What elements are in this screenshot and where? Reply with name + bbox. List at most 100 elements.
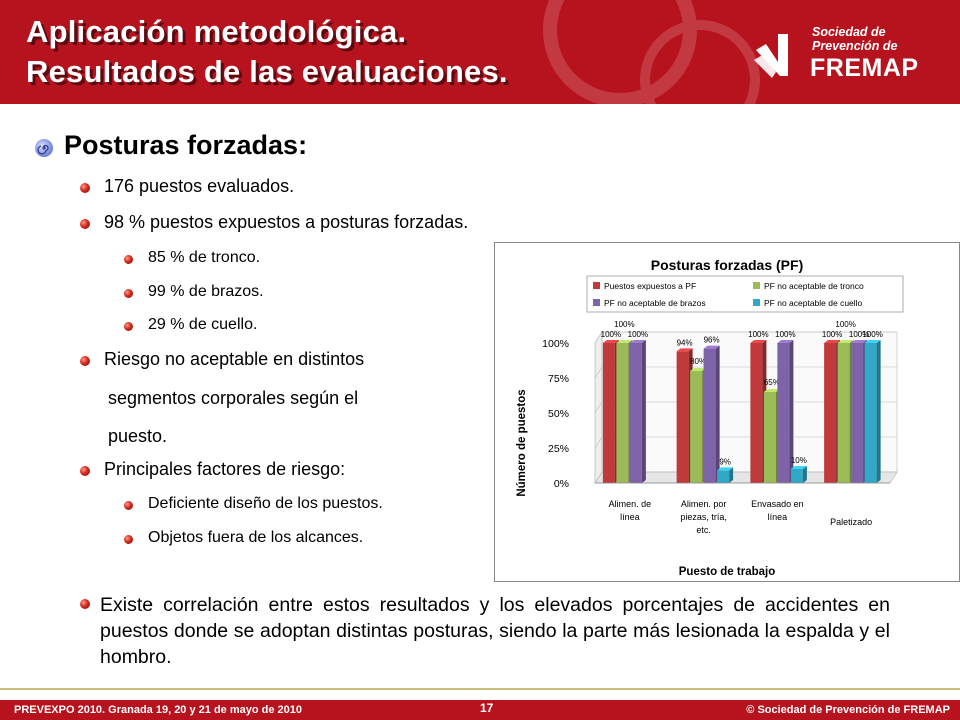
x-axis-title: Puesto de trabajo [679, 566, 776, 578]
factor-text: Objetos fuera de los alcances. [148, 529, 364, 546]
bar-top [602, 340, 619, 343]
bullet-icon [124, 535, 133, 544]
gridline [594, 436, 603, 449]
bar-top [837, 340, 854, 343]
bar-front [703, 348, 716, 483]
x-tick-label: piezas, tría, [680, 512, 727, 522]
bullet-icon [124, 289, 133, 298]
x-tick-label: Alimen. por [681, 499, 727, 509]
x-tick-label: Envasado en [751, 499, 804, 509]
bar-front [690, 371, 703, 483]
bullet-icon [124, 322, 133, 331]
bar-top [703, 345, 720, 349]
factors-heading: Principales factores de riesgo: [104, 459, 346, 479]
data-label: 100% [862, 330, 882, 339]
bullet-icon [80, 356, 90, 366]
bar-side [729, 467, 734, 483]
slide-title-line-1: Aplicación metodológica. [26, 14, 407, 49]
y-axis-title: Número de puestos [516, 389, 528, 496]
slide-title-line-2: Resultados de las evaluaciones. [26, 54, 508, 89]
posturas-chart: Posturas forzadas (PF) Puestos expuestos… [516, 257, 904, 578]
conclusion-paragraph: Existe correlación entre estos resultado… [100, 594, 890, 668]
bar-top [824, 340, 841, 343]
footer-divider [0, 688, 960, 690]
bar-top [750, 340, 767, 343]
subitem-text: 99 % de brazos. [148, 283, 264, 300]
x-tick-label: Alimen. de [609, 499, 652, 509]
y-tick-label: 50% [548, 408, 569, 420]
bullet-icon [80, 466, 90, 476]
bar [790, 466, 807, 483]
legend-label: Puestos expuestos a PF [604, 281, 696, 291]
data-label: 100% [628, 330, 648, 339]
data-label: 100% [849, 330, 869, 339]
fremap-check-icon [754, 34, 788, 78]
section-heading: Posturas forzadas: [64, 130, 308, 160]
bar-front [824, 343, 837, 483]
y-tick-label: 0% [554, 478, 569, 490]
bar-front [864, 343, 877, 483]
subitem-text: 85 % de tronco. [148, 249, 261, 266]
gridline [594, 366, 603, 379]
subitem-text: 29 % de cuello. [148, 316, 258, 333]
page-number: 17 [480, 701, 494, 715]
risk-text-line-2: segmentos corporales según el [108, 388, 359, 408]
header-background-pattern [543, 0, 760, 104]
gridline [594, 401, 603, 414]
factor-text: Deficiente diseño de los puestos. [148, 495, 383, 512]
bar-side [789, 340, 794, 483]
legend-swatch [753, 299, 760, 306]
bar-top [690, 368, 707, 371]
bar-front [777, 343, 790, 483]
bar-front [790, 469, 803, 483]
bar-front [750, 343, 763, 483]
bar-top [864, 340, 881, 343]
bar-front [616, 343, 629, 483]
bar-front [717, 470, 730, 483]
bullet-icon [80, 183, 90, 193]
bar-top [629, 340, 646, 343]
bullet-icon [124, 501, 133, 510]
bar [864, 340, 881, 483]
bar-top [717, 467, 734, 471]
chart-legend: Puestos expuestos a PF PF no aceptable de… [586, 275, 904, 313]
legend-swatch [593, 299, 600, 306]
item-text: 176 puestos evaluados. [104, 176, 295, 196]
bar-front [629, 343, 642, 483]
bullet-icon [124, 255, 133, 264]
bar-front [837, 343, 850, 483]
data-label: 65% [764, 378, 780, 387]
chart-title: Posturas forzadas (PF) [651, 257, 803, 273]
footer-copyright: © Sociedad de Prevención de FREMAP [746, 704, 950, 716]
chart-container: Posturas forzadas (PF) Puestos expuestos… [494, 242, 960, 582]
slide-footer: PREVEXPO 2010. Granada 19, 20 y 21 de ma… [0, 700, 960, 720]
gridline [594, 331, 603, 344]
legend-box [586, 275, 904, 313]
bar-top [616, 340, 633, 343]
y-tick-label: 75% [548, 373, 569, 385]
legend-label: PF no aceptable de cuello [764, 298, 863, 308]
data-label: 80% [690, 357, 706, 366]
logo-brand: FREMAP [810, 54, 919, 82]
bar-top [676, 348, 693, 352]
y-tick-label: 25% [548, 443, 569, 455]
bullet-icon [80, 599, 90, 609]
x-tick-label: línea [620, 512, 640, 522]
data-label: 100% [835, 320, 855, 329]
bar [717, 467, 734, 483]
data-label: 10% [791, 456, 807, 465]
logo-text-line-2: Prevención de [812, 39, 898, 53]
x-tick-label: Paletizado [830, 517, 872, 527]
bar [703, 345, 720, 483]
data-label: 100% [614, 320, 634, 329]
bar-front [763, 392, 776, 483]
slide-header: Aplicación metodológica. Resultados de l… [0, 0, 960, 104]
data-label: 100% [822, 330, 842, 339]
bar-side [876, 340, 881, 483]
bar-top [790, 466, 807, 469]
bullet-icon [80, 219, 90, 229]
bar-side [802, 466, 807, 483]
bar-front [676, 351, 689, 483]
bar-top [763, 389, 780, 392]
data-label: 100% [748, 330, 768, 339]
